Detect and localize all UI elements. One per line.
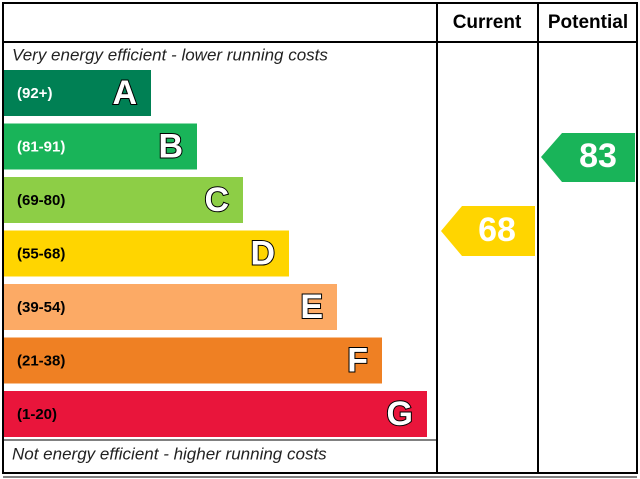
band-range: (1-20) <box>17 406 57 423</box>
band-bar <box>4 230 289 277</box>
current-score: 68 <box>478 211 516 249</box>
top-note: Very energy efficient - lower running co… <box>12 45 328 64</box>
band-range: (55-68) <box>17 245 65 262</box>
band-letter: E <box>300 288 323 326</box>
band-bar <box>4 70 151 116</box>
band-bar <box>4 284 337 330</box>
frame <box>2 2 638 474</box>
current-header: Current <box>453 12 522 33</box>
band-letter: F <box>347 341 368 379</box>
band-letter: B <box>158 127 183 165</box>
potential-header: Potential <box>548 12 628 33</box>
band-letter: D <box>250 234 275 272</box>
band-bar <box>4 123 197 170</box>
band-letter: C <box>204 181 229 219</box>
band-range: (21-38) <box>17 352 65 369</box>
potential-arrow <box>541 133 635 182</box>
band-range: (92+) <box>17 85 52 102</box>
band-bar <box>4 177 243 223</box>
band-bar <box>4 391 427 437</box>
band-letter: G <box>387 395 413 433</box>
band-letter: A <box>112 74 137 112</box>
bottom-note: Not energy efficient - higher running co… <box>12 444 327 463</box>
potential-score: 83 <box>579 137 617 175</box>
band-range: (81-91) <box>17 138 65 155</box>
band-bar <box>4 337 382 384</box>
bands: (92+) A (81-91) B (69-80) C (55-68) D (39-54) E (2… <box>4 70 427 437</box>
band-range: (69-80) <box>17 192 65 209</box>
current-arrow <box>441 206 535 256</box>
band-range: (39-54) <box>17 299 65 316</box>
